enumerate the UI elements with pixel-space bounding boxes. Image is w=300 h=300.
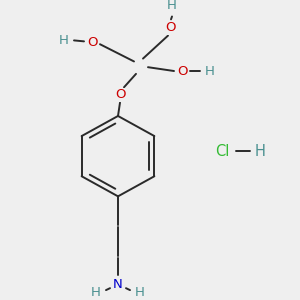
Text: N: N	[113, 278, 123, 291]
Text: H: H	[135, 286, 145, 298]
Text: O: O	[177, 64, 187, 77]
Text: H: H	[167, 0, 177, 11]
Text: O: O	[87, 36, 97, 49]
Text: H: H	[255, 144, 266, 159]
Text: H: H	[59, 34, 69, 47]
Text: H: H	[205, 64, 215, 77]
Text: Cl: Cl	[215, 144, 229, 159]
Text: O: O	[115, 88, 125, 101]
Text: O: O	[165, 22, 175, 34]
Text: H: H	[91, 286, 101, 298]
